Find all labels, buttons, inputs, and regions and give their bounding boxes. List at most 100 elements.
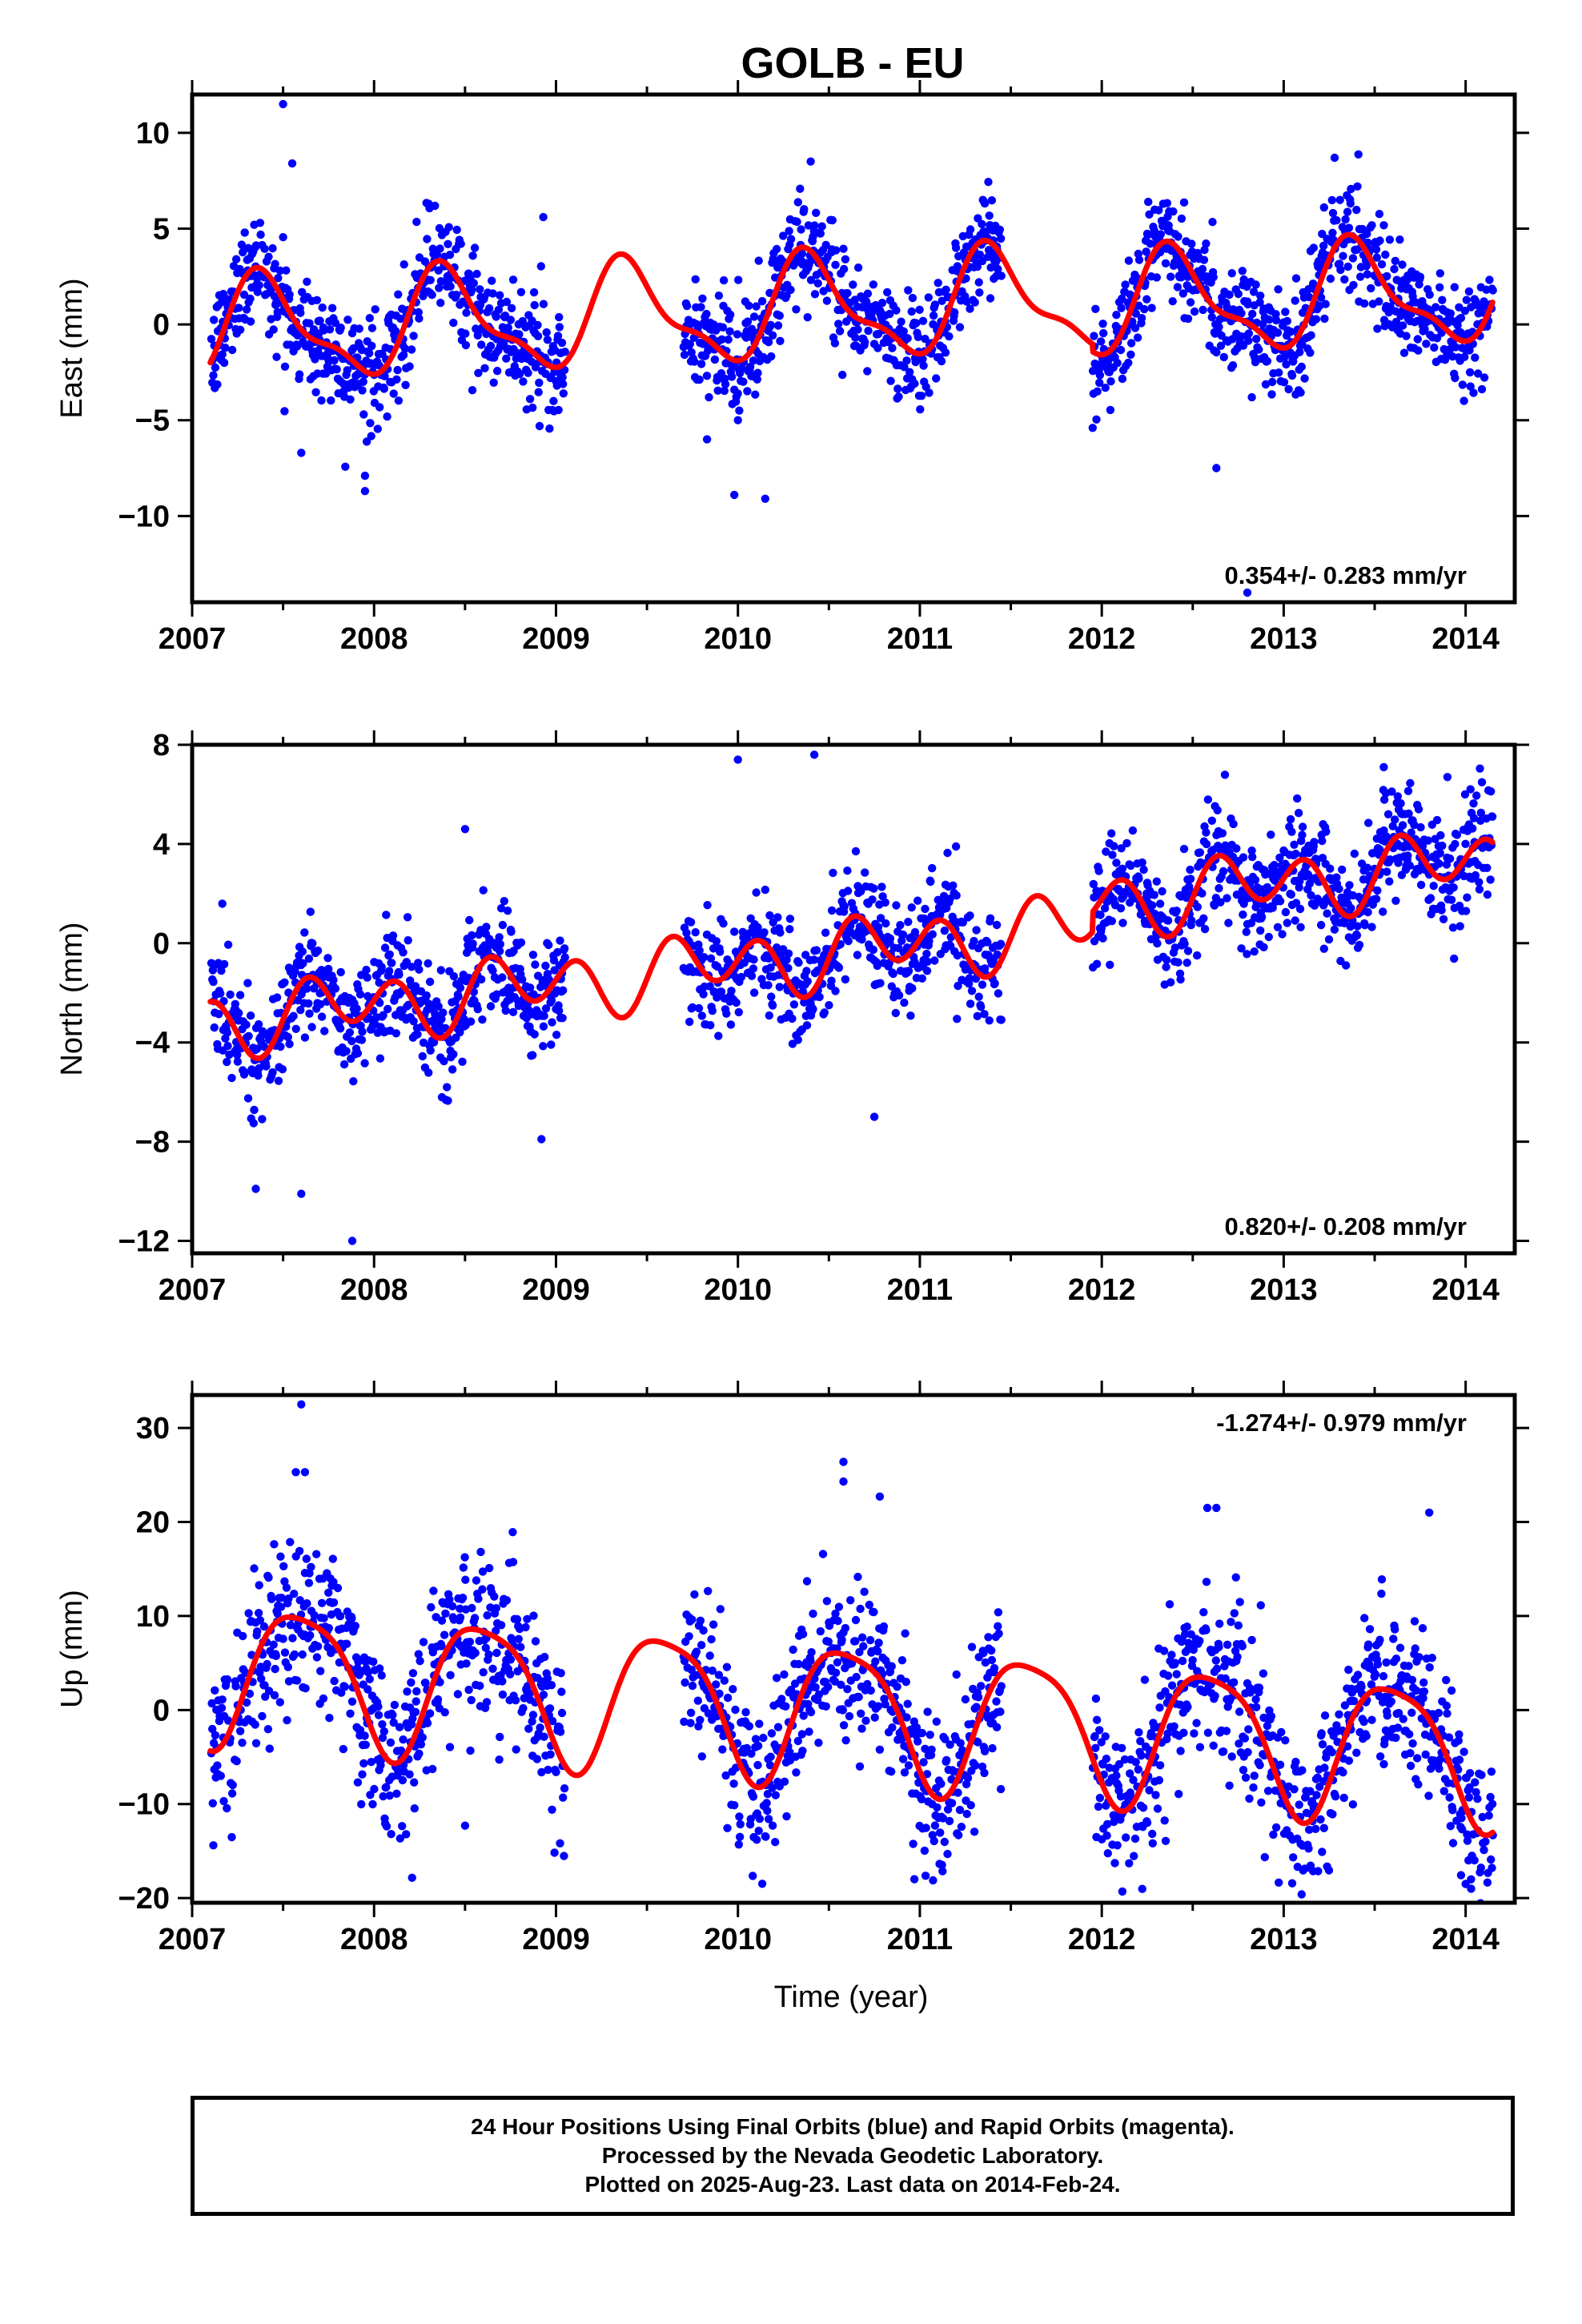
data-point bbox=[1146, 239, 1154, 248]
data-point bbox=[776, 928, 785, 937]
data-point bbox=[1346, 199, 1355, 208]
data-point bbox=[736, 1819, 745, 1829]
data-point bbox=[437, 1015, 446, 1023]
data-point bbox=[469, 279, 478, 287]
data-point bbox=[1203, 795, 1213, 804]
data-point bbox=[1255, 345, 1263, 354]
data-point bbox=[552, 1031, 561, 1039]
data-point bbox=[1268, 903, 1277, 912]
data-point bbox=[363, 1668, 373, 1677]
data-point bbox=[414, 1650, 423, 1659]
data-point bbox=[766, 320, 775, 329]
data-point bbox=[557, 1687, 566, 1696]
data-point bbox=[556, 936, 564, 945]
data-point bbox=[910, 927, 920, 937]
data-point bbox=[1348, 254, 1358, 263]
data-point bbox=[834, 1602, 844, 1611]
x-tick-label: 2008 bbox=[340, 622, 408, 656]
data-point bbox=[1155, 1703, 1164, 1712]
data-point bbox=[1352, 931, 1362, 940]
data-point bbox=[908, 983, 917, 993]
data-point bbox=[743, 317, 753, 326]
data-point bbox=[470, 1614, 480, 1622]
data-point bbox=[1464, 287, 1474, 296]
data-point bbox=[265, 1744, 274, 1753]
data-point bbox=[798, 1630, 808, 1638]
data-point bbox=[1402, 332, 1411, 340]
y-tick-label: 0 bbox=[153, 308, 170, 342]
data-point bbox=[508, 1558, 518, 1566]
data-point bbox=[1264, 932, 1274, 942]
data-point bbox=[413, 1030, 422, 1039]
data-point bbox=[379, 1791, 387, 1801]
data-point bbox=[377, 1671, 386, 1680]
data-point bbox=[680, 1656, 689, 1666]
data-point bbox=[258, 1115, 267, 1124]
data-point bbox=[1178, 289, 1188, 298]
data-point bbox=[753, 368, 762, 377]
data-point bbox=[1304, 284, 1313, 294]
data-point bbox=[1124, 358, 1133, 368]
data-point bbox=[845, 1711, 854, 1721]
data-point bbox=[1223, 894, 1231, 903]
data-point bbox=[902, 356, 911, 365]
data-point bbox=[853, 263, 863, 272]
outlier-point bbox=[539, 212, 548, 222]
data-point bbox=[1349, 280, 1358, 290]
data-point bbox=[815, 992, 824, 1002]
data-point bbox=[788, 1014, 797, 1023]
data-point bbox=[696, 1616, 705, 1626]
data-point bbox=[209, 977, 218, 987]
data-point bbox=[557, 1708, 567, 1718]
data-point bbox=[1179, 844, 1189, 854]
data-point bbox=[386, 1738, 396, 1747]
data-point bbox=[741, 333, 751, 342]
data-point bbox=[1383, 271, 1391, 281]
data-point bbox=[745, 301, 753, 310]
data-point bbox=[1199, 255, 1209, 264]
data-point bbox=[946, 1740, 954, 1749]
data-point bbox=[793, 1736, 802, 1746]
data-point bbox=[1332, 873, 1341, 882]
x-tick-label: 2013 bbox=[1250, 622, 1318, 656]
data-point bbox=[328, 1554, 337, 1563]
data-point bbox=[219, 358, 229, 368]
data-point bbox=[966, 1801, 975, 1810]
data-point bbox=[1367, 923, 1376, 931]
data-point bbox=[394, 290, 403, 299]
data-point bbox=[1215, 1642, 1223, 1651]
data-point bbox=[838, 1706, 848, 1715]
data-point bbox=[930, 1836, 938, 1846]
data-point bbox=[899, 327, 908, 336]
data-point bbox=[1407, 828, 1415, 837]
data-point bbox=[729, 1779, 738, 1788]
data-point bbox=[970, 936, 978, 946]
data-point bbox=[954, 1831, 963, 1839]
data-point bbox=[754, 256, 763, 265]
data-point bbox=[749, 1872, 757, 1880]
data-point bbox=[1199, 1608, 1208, 1617]
data-point bbox=[869, 1607, 878, 1617]
data-point bbox=[793, 1035, 802, 1044]
data-point bbox=[722, 1663, 732, 1671]
data-point bbox=[1180, 939, 1189, 948]
data-point bbox=[352, 1004, 361, 1013]
data-point bbox=[865, 1600, 874, 1610]
data-point bbox=[885, 959, 893, 968]
data-point bbox=[1423, 836, 1433, 845]
data-point bbox=[472, 1576, 481, 1585]
data-point bbox=[319, 1614, 328, 1622]
data-point bbox=[547, 995, 556, 1005]
data-point bbox=[449, 1050, 458, 1059]
data-point bbox=[427, 1602, 436, 1612]
data-point bbox=[379, 1011, 387, 1019]
data-point bbox=[785, 915, 795, 923]
data-point bbox=[749, 964, 758, 973]
data-point bbox=[1306, 348, 1315, 357]
data-point bbox=[216, 1771, 225, 1780]
data-point bbox=[508, 275, 518, 284]
data-point bbox=[772, 1674, 781, 1683]
data-point bbox=[1435, 849, 1445, 858]
data-point bbox=[709, 1620, 718, 1629]
data-point bbox=[367, 324, 377, 332]
